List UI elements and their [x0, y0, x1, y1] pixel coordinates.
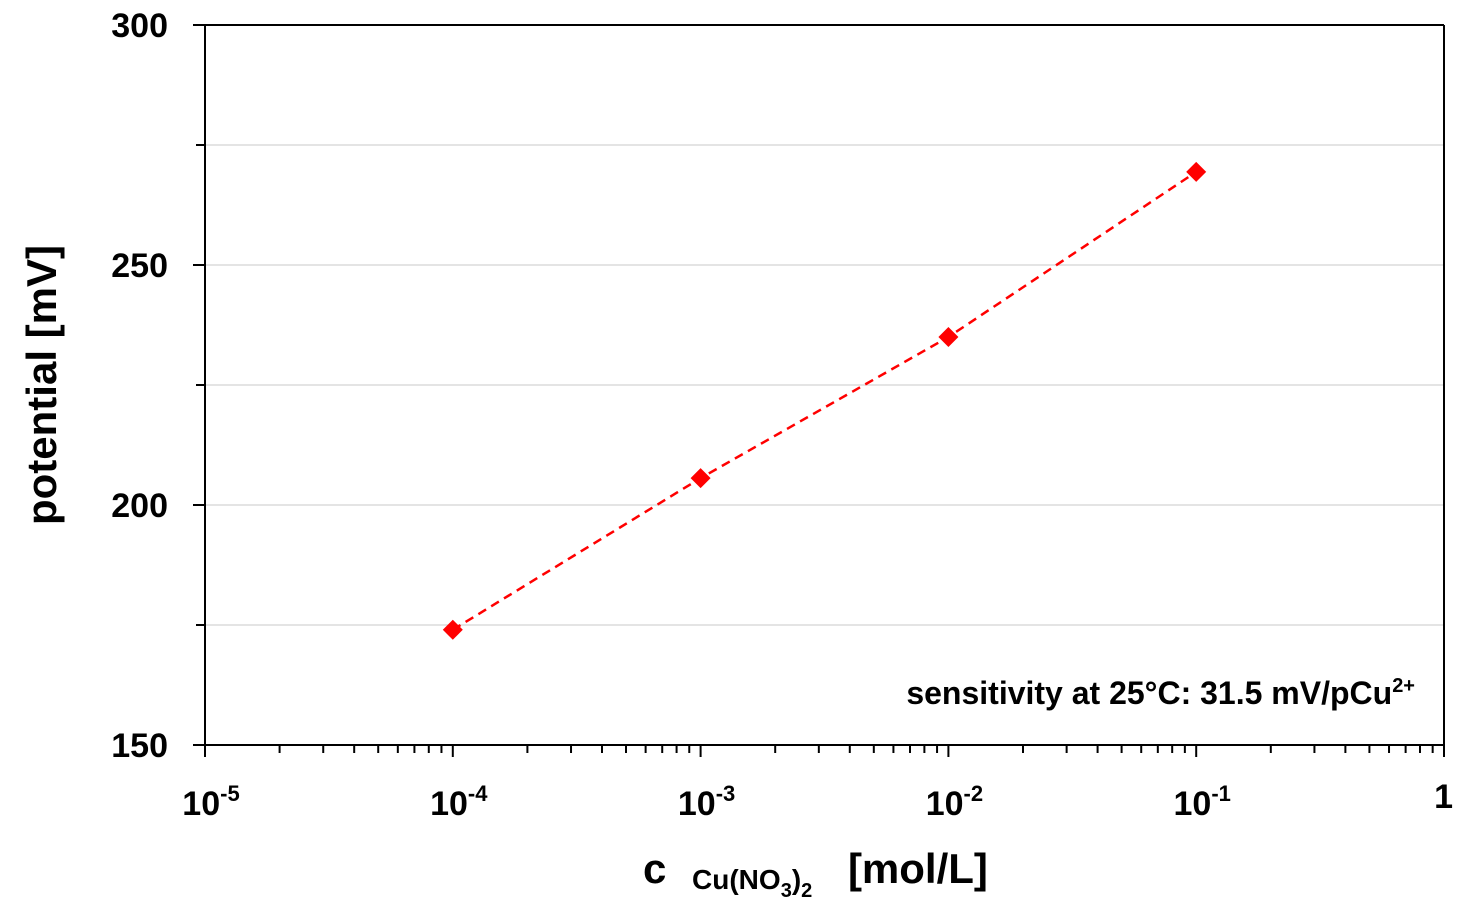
x-tick-label-exponent: -1	[1211, 781, 1231, 806]
x-tick-label-base: 10	[182, 785, 220, 823]
x-axis-title-unit: [mol/L]	[848, 845, 988, 892]
x-tick-label-base: 10	[1174, 785, 1212, 823]
x-axis-title: c Cu(NO3)2 [mol/L]	[643, 845, 988, 906]
data-series	[442, 161, 1207, 640]
x-tick-label: 10-4	[430, 781, 488, 823]
x-tick-label-base: 10	[430, 785, 468, 823]
x-axis-title-sub-index: 3	[781, 880, 792, 902]
sensitivity-text: sensitivity at 25°C: 31.5 mV/pCu	[906, 675, 1392, 711]
axes	[193, 24, 1445, 757]
x-tick-label: 10-3	[678, 781, 735, 823]
sensitivity-superscript: 2+	[1392, 675, 1415, 697]
data-point-marker	[442, 619, 463, 640]
data-point-marker	[938, 327, 959, 347]
y-axis-title: potential [mV]	[18, 245, 65, 525]
y-tick-label: 150	[111, 727, 168, 765]
x-tick-label: 10-5	[182, 781, 239, 823]
y-tick-label: 200	[111, 487, 168, 525]
grid-lines	[205, 24, 1444, 626]
x-tick-label-base: 1	[1434, 778, 1453, 816]
y-tick-label: 250	[111, 247, 168, 285]
sensitivity-annotation: sensitivity at 25°C: 31.5 mV/pCu2+	[906, 675, 1415, 711]
x-tick-label-base: 10	[926, 785, 964, 823]
x-axis-title-sub: Cu(NO	[692, 864, 781, 895]
x-axis-title-main: c	[643, 845, 666, 892]
x-tick-label-base: 10	[678, 785, 716, 823]
series-line	[452, 170, 1197, 631]
x-tick-label-exponent: -5	[220, 781, 240, 806]
data-point-marker	[690, 468, 711, 489]
x-tick-label-exponent: -3	[716, 781, 736, 806]
x-tick-label-exponent: -2	[964, 781, 984, 806]
y-tick-labels: 150 200 250 300	[111, 7, 168, 765]
y-tick-label: 300	[111, 7, 168, 45]
x-axis-title-sub-close: )	[792, 864, 801, 895]
x-tick-label: 10-1	[1174, 781, 1231, 823]
x-axis-title-sub-index2: 2	[801, 880, 812, 902]
x-tick-label: 1	[1434, 778, 1453, 816]
x-tick-label-exponent: -4	[468, 781, 488, 806]
x-tick-label: 10-2	[926, 781, 983, 823]
x-tick-labels: 10-5 10-4 10-3 10-2 10-1 1	[182, 778, 1453, 823]
data-point-marker	[1186, 161, 1207, 182]
